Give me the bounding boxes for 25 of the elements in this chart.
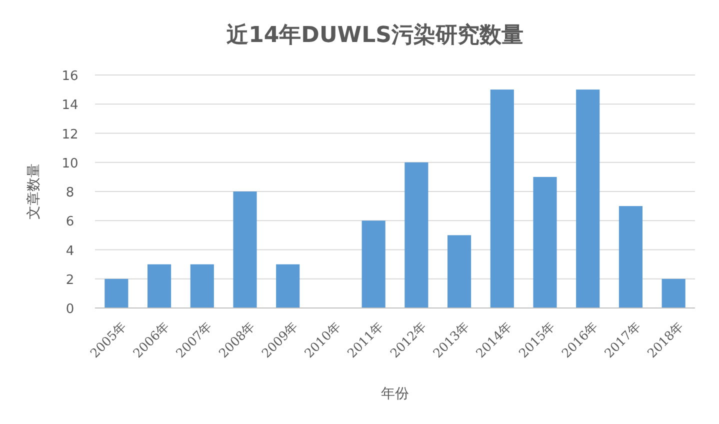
- bar: [148, 264, 172, 308]
- y-tick-label: 14: [62, 98, 78, 114]
- bar: [618, 206, 642, 308]
- y-tick-label: 6: [66, 214, 74, 230]
- bar: [190, 264, 214, 308]
- bar: [576, 90, 600, 308]
- y-axis-title: 文章数量: [26, 164, 42, 220]
- bar: [448, 235, 472, 308]
- bar: [533, 176, 557, 308]
- chart-title: 近14年DUWLS污染研究数量: [226, 22, 524, 48]
- y-tick-label: 12: [62, 127, 78, 142]
- bar: [276, 264, 300, 308]
- y-tick-label: 8: [66, 186, 74, 200]
- y-tick-label: 10: [62, 156, 78, 172]
- bar: [662, 278, 686, 308]
- y-tick-label: 2: [66, 272, 74, 288]
- bar: [233, 192, 257, 308]
- bar: [490, 90, 514, 308]
- x-axis-title: 年份: [381, 386, 409, 402]
- bar: [362, 220, 386, 308]
- bar: [404, 162, 428, 308]
- y-tick-label: 16: [62, 69, 78, 84]
- bar: [104, 278, 128, 308]
- y-tick-label: 4: [66, 244, 74, 259]
- y-tick-label: 0: [66, 302, 74, 317]
